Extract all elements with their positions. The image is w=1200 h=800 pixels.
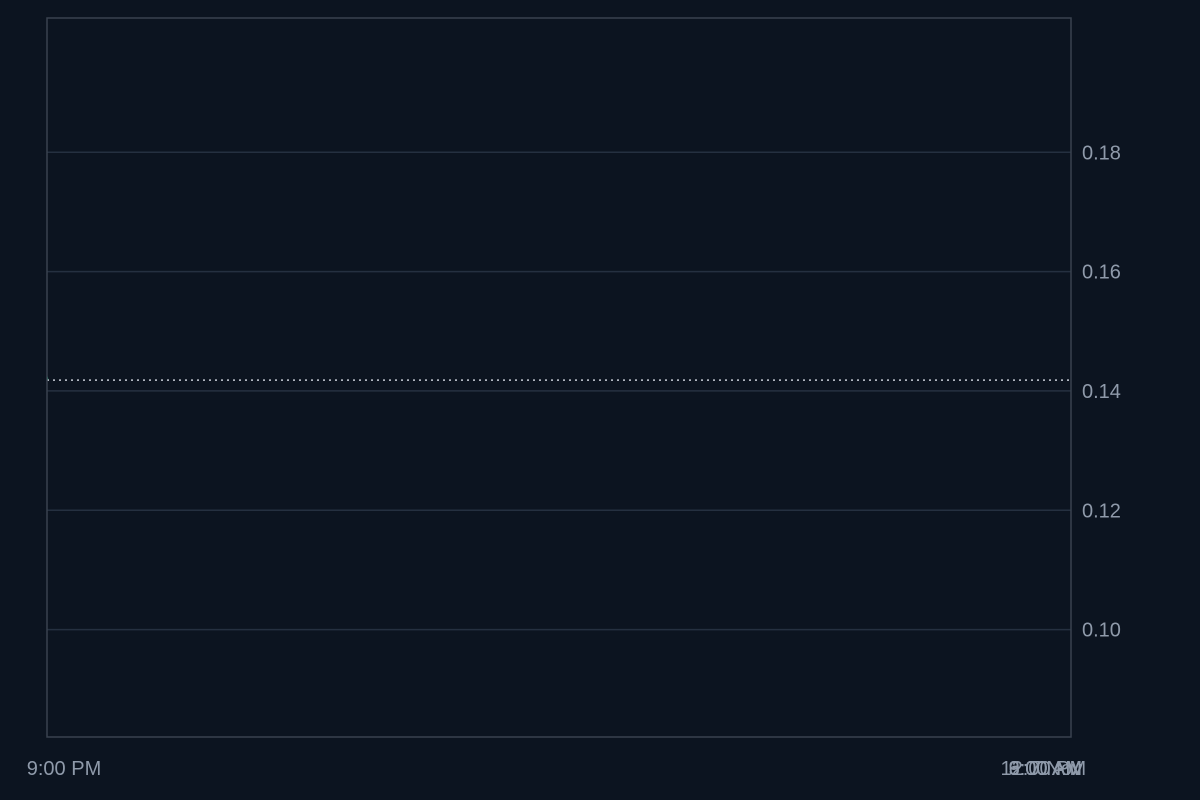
grid [47,151,1071,631]
x-tick-label: 12:00 PM [1001,758,1087,780]
y-tick-label: 0.16 [1082,262,1121,284]
x-tick-label: 3:00 AM [1009,758,1082,780]
area-fill-up [0,69,47,588]
price-line-up [47,373,49,381]
x-tick-label: 7 Nov [1030,758,1082,780]
x-tick-label: 6:00 AM [1009,758,1082,780]
y-tick-label: 0.18 [1082,142,1121,164]
price-area [0,69,47,588]
price-line-down [47,380,48,381]
plot-frame [46,17,1072,738]
area-fill-down [0,69,47,588]
price-line [47,373,49,381]
y-axis: 0.10 0.12 0.14 0.16 0.18 [1082,142,1121,641]
y-tick-label: 0.10 [1082,620,1121,642]
y-tick-label: 0.12 [1082,500,1121,522]
x-tick-label: 9:00 PM [27,758,101,780]
x-tick-label: 9:00 AM [1009,758,1082,780]
y-tick-label: 0.14 [1082,381,1121,403]
